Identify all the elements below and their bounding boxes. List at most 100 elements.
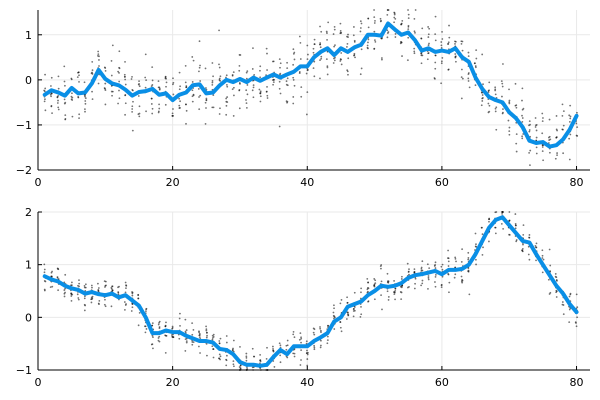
- sample-point: [475, 243, 477, 246]
- sample-point: [386, 29, 389, 32]
- sample-point: [111, 44, 114, 47]
- sample-point: [298, 35, 301, 38]
- sample-point: [326, 335, 329, 338]
- sample-point: [164, 334, 167, 337]
- sample-point: [500, 211, 503, 213]
- sample-point: [125, 287, 127, 290]
- sample-point: [70, 78, 73, 81]
- sample-point: [347, 73, 349, 76]
- sample-point: [232, 86, 235, 89]
- sample-point: [124, 102, 127, 105]
- sample-point: [420, 62, 423, 65]
- sample-point: [521, 135, 524, 138]
- sample-point: [548, 293, 551, 295]
- sample-point: [78, 285, 80, 288]
- sample-point: [381, 57, 383, 59]
- sample-point: [312, 47, 315, 50]
- sample-point: [555, 296, 558, 298]
- sample-point: [495, 211, 498, 213]
- sample-point: [266, 97, 269, 99]
- sample-point: [90, 284, 93, 287]
- sample-point: [561, 303, 564, 306]
- sample-point: [259, 65, 262, 68]
- sample-point: [298, 338, 301, 341]
- x-tick-label: 60: [435, 176, 449, 189]
- sample-point: [252, 86, 255, 89]
- sample-point: [300, 349, 303, 351]
- sample-point: [475, 57, 478, 60]
- sample-point: [421, 260, 424, 263]
- sample-point: [211, 338, 214, 341]
- sample-point: [84, 110, 86, 113]
- sample-point: [393, 16, 396, 19]
- sample-point: [131, 75, 133, 78]
- sample-point: [118, 89, 120, 92]
- sample-point: [206, 354, 208, 357]
- sample-point: [191, 333, 194, 336]
- sample-point: [205, 87, 207, 89]
- sample-point: [393, 11, 396, 14]
- sample-point: [541, 132, 544, 135]
- sample-point: [218, 77, 221, 80]
- sample-point: [455, 260, 457, 263]
- sample-point: [555, 115, 558, 117]
- sample-point: [453, 276, 456, 279]
- sample-point: [441, 275, 444, 278]
- sample-point: [515, 106, 518, 109]
- sample-point: [83, 81, 86, 84]
- sample-point: [225, 354, 228, 357]
- sample-point: [434, 77, 436, 80]
- sample-point: [57, 289, 60, 292]
- sample-point: [441, 268, 444, 271]
- sample-point: [110, 74, 113, 77]
- sample-point: [448, 36, 451, 39]
- sample-point: [447, 41, 450, 44]
- sample-point: [313, 333, 316, 336]
- sample-point: [43, 263, 46, 266]
- sample-point: [292, 330, 295, 333]
- sample-point: [319, 77, 321, 80]
- sample-point: [555, 276, 558, 279]
- sample-point: [51, 112, 53, 115]
- sample-point: [339, 326, 342, 329]
- sample-point: [320, 57, 323, 60]
- sample-point: [475, 263, 477, 266]
- sample-point: [515, 150, 518, 153]
- sample-point: [292, 48, 295, 51]
- sample-point: [238, 82, 241, 84]
- sample-point: [534, 244, 537, 247]
- sample-point: [426, 58, 429, 61]
- sample-point: [245, 369, 248, 371]
- sample-point: [325, 58, 328, 61]
- sample-point: [71, 99, 74, 101]
- sample-point: [467, 256, 470, 259]
- sample-point: [346, 313, 349, 316]
- sample-point: [568, 308, 571, 311]
- sample-point: [467, 77, 470, 80]
- sample-point: [150, 85, 153, 88]
- sample-point: [522, 224, 525, 227]
- y-tick-label: 1: [25, 259, 32, 272]
- sample-point: [77, 95, 80, 98]
- sample-point: [285, 100, 288, 103]
- sample-point: [427, 52, 430, 54]
- sample-point: [380, 37, 383, 40]
- sample-point: [561, 128, 564, 131]
- sample-point: [454, 40, 457, 43]
- sample-point: [123, 73, 126, 76]
- y-tick-label: −2: [16, 164, 32, 177]
- sample-point: [306, 364, 309, 367]
- sample-point: [197, 88, 200, 90]
- sample-point: [63, 80, 66, 83]
- sample-point: [191, 81, 194, 83]
- sample-point: [104, 69, 107, 72]
- sample-point: [253, 73, 256, 76]
- sample-point: [117, 70, 120, 73]
- sample-point: [454, 273, 457, 276]
- x-tick-label: 60: [435, 376, 449, 389]
- sample-point: [447, 273, 450, 276]
- sample-point: [104, 82, 107, 85]
- sample-point: [300, 341, 302, 344]
- sample-point: [212, 75, 214, 78]
- sample-point: [381, 308, 383, 311]
